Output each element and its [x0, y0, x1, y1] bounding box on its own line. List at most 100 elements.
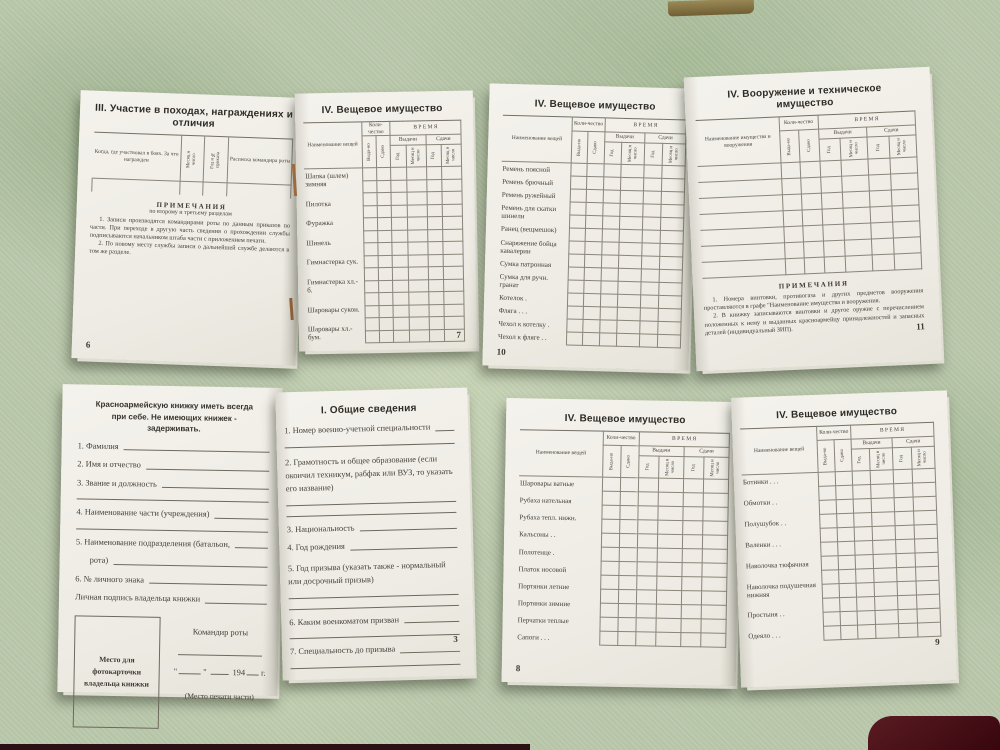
- grid-cell: [617, 294, 641, 308]
- grid-cell: [872, 525, 896, 541]
- grid-cell: [392, 279, 409, 293]
- grid-cell: [377, 204, 392, 218]
- page-title: IV. Вещевое имущество: [564, 412, 686, 427]
- grid-cell: [570, 189, 587, 203]
- col-header-month-day: Месяц и число: [406, 144, 427, 168]
- grid-cell: [601, 505, 620, 520]
- grid-cell: [599, 293, 619, 308]
- col-header-quantity: Коли-чество: [817, 425, 851, 441]
- page-10: IV. Вещевое имущество Наименование вещей…: [482, 83, 696, 371]
- grid-cell: [377, 229, 392, 243]
- grid-cell: [893, 252, 922, 270]
- col-header-year: Год: [425, 144, 442, 167]
- quote-mark: ": [203, 667, 207, 677]
- grid-cell: [818, 471, 836, 487]
- col-header-year: Год: [603, 141, 623, 165]
- grid-cell: [854, 554, 874, 570]
- page-2: Красноармейскую книжку иметь всегда при …: [57, 384, 283, 729]
- grid-cell: [702, 534, 728, 550]
- grid-cell: [393, 304, 410, 318]
- grid-cell: [566, 318, 584, 333]
- grid-cell: [378, 292, 394, 306]
- grid-cell: [914, 538, 939, 554]
- grid-cell: [582, 332, 600, 346]
- grid-cell: [600, 547, 620, 562]
- grid-cell: [390, 179, 407, 193]
- page-number: 8: [515, 663, 521, 674]
- grid-cell: [781, 177, 802, 195]
- grid-cell: [226, 182, 292, 199]
- field-personal-tag: 6. № личного знака: [75, 574, 268, 588]
- grid-cell: [643, 177, 663, 192]
- notes-text: 1. Записи производятся командирами роты …: [89, 215, 290, 263]
- grid-cell: [639, 320, 659, 335]
- col-header-month-day: Месяц и число: [179, 135, 206, 183]
- grid-cell: [601, 215, 621, 230]
- col-header-issued: Выда-но: [571, 131, 589, 164]
- grid-cell: [915, 566, 939, 582]
- col-header-issued: Выда-но: [817, 439, 836, 473]
- grid-cell: [407, 254, 428, 268]
- grid-cell: [912, 482, 937, 498]
- grid-cell: [657, 321, 682, 335]
- grid-cell: [570, 202, 587, 216]
- blank-line: [113, 563, 268, 568]
- grid-cell: [640, 281, 660, 296]
- grid-cell: [603, 163, 622, 178]
- grid-cell: [600, 254, 620, 269]
- grid-cell: [442, 216, 463, 230]
- grid-cell: [682, 520, 703, 535]
- col-header-month-day: Месяц и число: [621, 142, 645, 165]
- grid-cell: [636, 547, 658, 563]
- blank-line: [247, 674, 260, 676]
- page-title: IV. Вещевое имущество: [321, 102, 443, 117]
- page-number: 7: [456, 329, 462, 340]
- grid-cell: [855, 582, 875, 598]
- grid-cell: [409, 329, 430, 343]
- field-subunit-name-cont: рота): [76, 556, 268, 570]
- grid-cell: [639, 333, 658, 348]
- page-title: IV. Вещевое имущество: [775, 406, 898, 422]
- item-row-label: Ремень поясной: [502, 164, 551, 174]
- grid-cell: [912, 496, 937, 512]
- item-row-label: Сапоги . . .: [517, 633, 550, 643]
- grid-cell: [835, 471, 853, 486]
- grid-cell: [408, 304, 429, 318]
- col-header-returned: Сдано: [798, 129, 820, 163]
- grid-cell: [896, 567, 916, 582]
- col-header-year: Год: [867, 136, 890, 160]
- grid-cell: [870, 222, 894, 239]
- grid-cell: [898, 609, 918, 624]
- item-row-label: Чехол к фляге . .: [497, 333, 547, 343]
- grid-cell: [617, 307, 641, 321]
- grid-cell: [915, 580, 940, 596]
- grid-cell: [682, 506, 703, 521]
- col-header-returned: Сдано: [375, 135, 391, 168]
- item-row-label: Ботинки . . .: [742, 477, 779, 487]
- grid-cell: [637, 505, 658, 521]
- grid-cell: [656, 562, 682, 577]
- grid-cell: [618, 268, 642, 282]
- grid-cell: [682, 492, 704, 507]
- grid-cell: [391, 204, 408, 218]
- grid-cell: [599, 617, 618, 632]
- grid-cell: [619, 505, 638, 520]
- grid-cell: [618, 255, 642, 269]
- item-row-label: Гимнастерка хл.-б.: [306, 277, 358, 295]
- grid-cell: [640, 294, 659, 309]
- grid-cell: [802, 209, 823, 226]
- field-unit-name: 4. Наименование части (учреждения): [76, 508, 269, 522]
- grid-cell: [681, 562, 702, 577]
- item-row-label: Пилотка: [305, 199, 331, 209]
- commander-signature-block: Командир роты " " 194 г. (Место печати част…: [159, 617, 267, 731]
- grid-cell: [823, 256, 846, 274]
- grid-cell: [601, 228, 620, 243]
- grid-cell: [364, 317, 380, 331]
- grid-cell: [820, 192, 844, 210]
- grid-cell: [427, 229, 444, 242]
- grid-cell: [376, 179, 392, 193]
- grid-cell: [913, 510, 938, 526]
- grid-cell: [426, 166, 443, 180]
- notes-text: 1. Номера винтовки, противогаза и других…: [703, 287, 925, 337]
- page-title: IV. Вооружение и техническое имущество: [727, 82, 882, 111]
